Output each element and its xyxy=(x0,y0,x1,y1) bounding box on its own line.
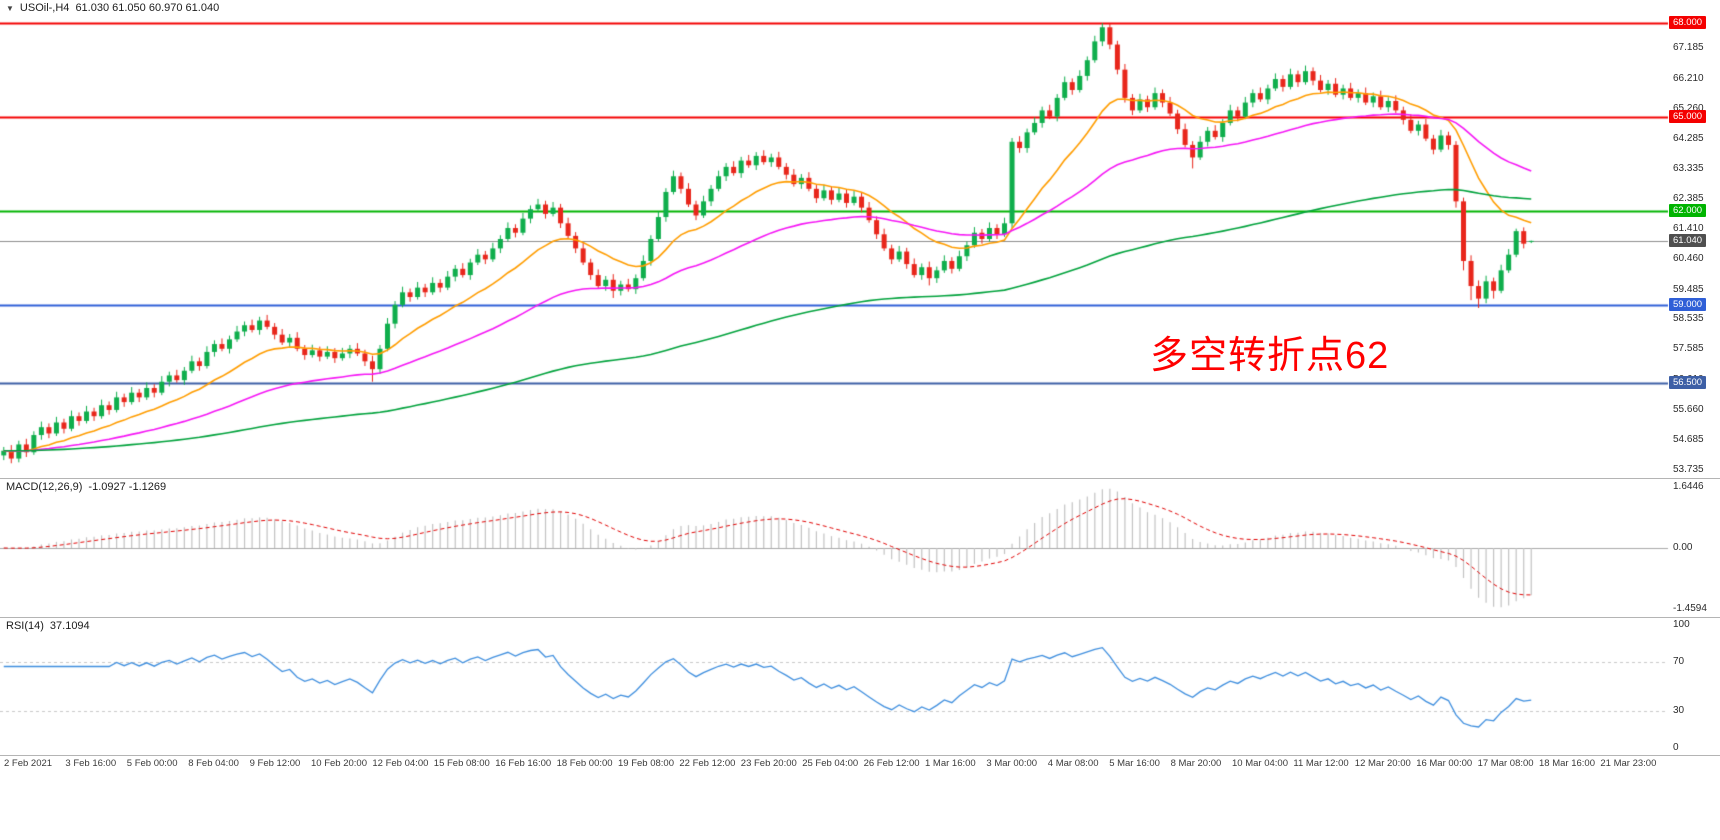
price-tick-label: 62.385 xyxy=(1673,192,1704,204)
rsi-header: RSI(14) 37.1094 xyxy=(6,620,90,632)
time-label: 8 Mar 20:00 xyxy=(1170,758,1222,769)
time-label: 22 Feb 12:00 xyxy=(679,758,736,769)
time-label: 26 Feb 12:00 xyxy=(863,758,920,769)
macd-axis-label: 1.6446 xyxy=(1673,481,1704,492)
price-tick-label: 63.335 xyxy=(1673,162,1704,174)
rsi-axis-label: 30 xyxy=(1673,705,1685,717)
current-price-badge: 61.040 xyxy=(1669,233,1707,247)
rsi-axis-label: 70 xyxy=(1673,655,1685,667)
time-label: 19 Feb 08:00 xyxy=(618,758,674,769)
time-label: 5 Mar 16:00 xyxy=(1109,758,1160,769)
level-price-badge: 68.000 xyxy=(1669,15,1707,29)
macd-axis-label: 0.00 xyxy=(1673,541,1693,553)
macd-name-label: MACD(12,26,9) xyxy=(6,481,83,493)
time-label: 15 Feb 08:00 xyxy=(433,758,490,769)
time-label: 16 Feb 16:00 xyxy=(495,758,552,769)
macd-header: MACD(12,26,9) -1.0927 -1.1269 xyxy=(6,481,166,493)
price-tick-label: 53.735 xyxy=(1673,464,1704,475)
rsi-value-label: 37.1094 xyxy=(49,620,90,632)
time-label: 18 Mar 16:00 xyxy=(1539,758,1595,769)
rsi-canvas[interactable] xyxy=(0,618,1720,755)
price-chart-canvas[interactable] xyxy=(0,0,1720,478)
ohlc-values-label: 61.030 61.050 60.970 61.040 xyxy=(75,2,220,14)
time-label: 11 Mar 12:00 xyxy=(1293,758,1349,769)
rsi-name-label: RSI(14) xyxy=(6,620,44,632)
time-axis[interactable]: 2 Feb 2021 3 Feb 16:00 5 Feb 00:00 8 Feb 04… xyxy=(0,756,1720,774)
price-tick-label: 64.285 xyxy=(1673,133,1704,145)
price-tick-label: 67.185 xyxy=(1673,42,1704,54)
level-price-badge: 62.000 xyxy=(1669,203,1707,217)
macd-values-label: -1.0927 -1.1269 xyxy=(88,481,167,493)
rsi-axis-label: 0 xyxy=(1673,742,1679,753)
pane-separator xyxy=(0,755,1720,756)
macd-axis-label: -1.4594 xyxy=(1673,603,1707,614)
pane-separator[interactable] xyxy=(0,617,1720,618)
time-label: 1 Mar 16:00 xyxy=(925,758,976,769)
time-label: 3 Mar 00:00 xyxy=(986,758,1038,769)
macd-axis[interactable]: 1.6446 0.00 -1.4594 xyxy=(0,479,1720,617)
price-tick-label: 59.485 xyxy=(1673,283,1704,295)
rsi-axis-label: 100 xyxy=(1673,619,1690,630)
price-axis[interactable]: 67.185 66.210 65.260 64.285 63.335 62.385 61.4… xyxy=(0,0,1720,478)
macd-canvas[interactable] xyxy=(0,479,1720,617)
rsi-indicator-pane: RSI(14) 37.1094 100 70 30 0 xyxy=(0,618,1720,755)
price-tick-label: 54.685 xyxy=(1673,434,1704,446)
price-tick-label: 55.660 xyxy=(1673,403,1704,415)
collapse-chart-icon[interactable]: ▼ xyxy=(6,3,14,13)
time-label: 12 Feb 04:00 xyxy=(372,758,429,769)
chart-header: ▼ USOil-,H4 61.030 61.050 60.970 61.040 xyxy=(6,2,219,14)
time-label: 9 Feb 12:00 xyxy=(249,758,301,769)
price-tick-label: 60.460 xyxy=(1673,253,1704,265)
time-label: 16 Mar 00:00 xyxy=(1416,758,1473,769)
time-label: 21 Mar 23:00 xyxy=(1600,758,1657,769)
time-label: 10 Mar 04:00 xyxy=(1232,758,1288,769)
time-label: 25 Feb 04:00 xyxy=(802,758,859,769)
time-label: 12 Mar 20:00 xyxy=(1354,758,1411,769)
time-label: 5 Feb 00:00 xyxy=(126,758,178,769)
time-label: 10 Feb 20:00 xyxy=(311,758,367,769)
price-tick-label: 58.535 xyxy=(1673,313,1704,325)
time-label: 8 Feb 04:00 xyxy=(188,758,239,769)
price-tick-label: 66.210 xyxy=(1673,72,1704,84)
symbol-period-label: USOil-,H4 xyxy=(19,2,70,14)
time-label: 17 Mar 08:00 xyxy=(1477,758,1534,769)
price-chart-pane: ▼ USOil-,H4 61.030 61.050 60.970 61.040 … xyxy=(0,0,1720,478)
time-label: 23 Feb 20:00 xyxy=(740,758,797,769)
rsi-axis[interactable]: 100 70 30 0 xyxy=(0,618,1720,755)
price-tick-label: 65.260 xyxy=(1673,102,1704,114)
pane-separator[interactable] xyxy=(0,478,1720,479)
chart-annotation-text[interactable]: 多空转折点62 xyxy=(1150,335,1390,377)
time-label: 3 Feb 16:00 xyxy=(65,758,117,769)
time-label: 2 Feb 2021 xyxy=(4,758,53,769)
price-tick-label: 57.585 xyxy=(1673,343,1704,355)
price-tick-label: 61.410 xyxy=(1673,223,1704,235)
level-price-badge: 56.500 xyxy=(1669,376,1707,390)
level-price-badge: 65.000 xyxy=(1669,109,1707,123)
time-label: 4 Mar 08:00 xyxy=(1047,758,1099,769)
macd-indicator-pane: MACD(12,26,9) -1.0927 -1.1269 1.6446 0.00… xyxy=(0,479,1720,617)
time-label: 18 Feb 00:00 xyxy=(556,758,613,769)
level-price-badge: 59.000 xyxy=(1669,297,1707,311)
